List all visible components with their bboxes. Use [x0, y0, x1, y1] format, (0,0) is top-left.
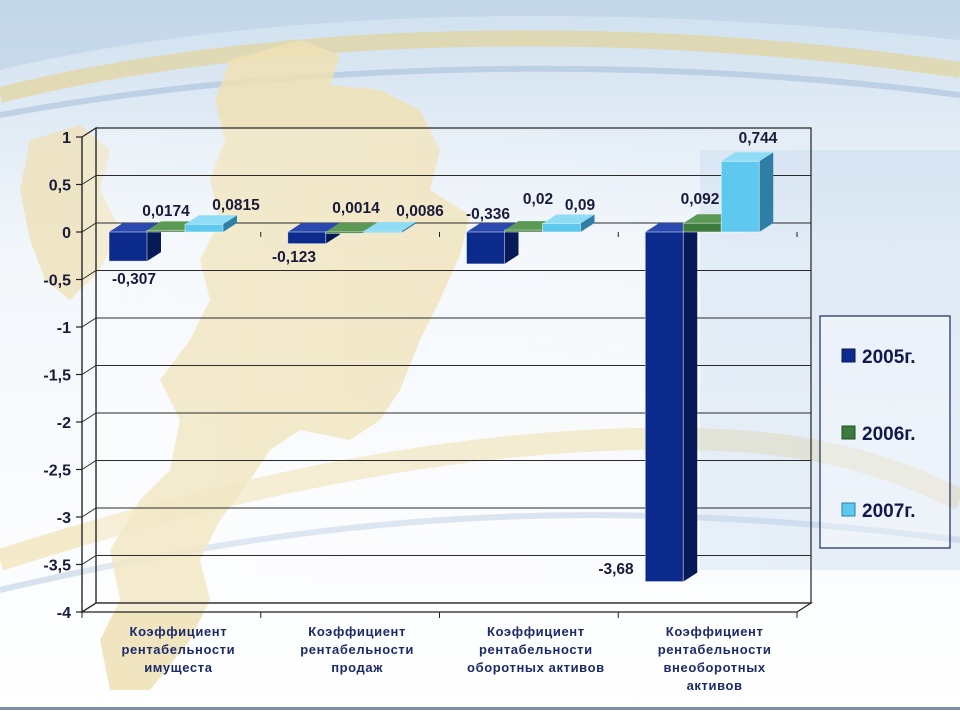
bar-front [466, 231, 505, 265]
bar-front [287, 231, 327, 245]
bar-top [287, 223, 340, 232]
legend-item: 2005г. [841, 347, 916, 368]
category-label: оборотных активов [467, 660, 605, 675]
floor [79, 602, 814, 613]
bar-value-label: -3,68 [598, 561, 634, 578]
y-tick-label: -1,5 [43, 368, 71, 385]
gridline [81, 555, 811, 565]
bar [720, 152, 774, 233]
bar-top [542, 214, 595, 224]
bar-top [185, 215, 237, 225]
y-tick-label: -0,5 [43, 273, 71, 290]
y-tick-label: -2 [57, 415, 71, 432]
legend-label: 2005г. [862, 347, 916, 368]
y-tick-label: 0 [62, 225, 71, 242]
bar-value-label: 0,0174 [142, 203, 190, 220]
bar-value-label: 0,02 [523, 191, 553, 208]
category-label: Коэффициент [666, 624, 764, 639]
bar [363, 222, 416, 234]
category-label: рентабельности [300, 642, 414, 657]
bar-top [363, 222, 416, 232]
bar-value-label: 0,092 [681, 191, 720, 208]
category-label: рентабельности [479, 642, 593, 657]
bar-top [721, 152, 774, 162]
bar-front [184, 223, 224, 233]
category-label: внеоборотных [663, 660, 765, 675]
y-tick-label: -2,5 [43, 463, 71, 480]
bar-front [644, 231, 684, 583]
bar-side [223, 215, 237, 232]
bar-front [542, 223, 581, 233]
category-label: рентабельности [122, 642, 236, 657]
bar [184, 215, 237, 233]
bar-side [683, 223, 698, 582]
category-labels: Коэффициент рентабельности имущеста Коэффиц… [122, 624, 772, 693]
bar-side [147, 223, 161, 262]
bar-front [108, 231, 148, 262]
category-label: Коэффициент [130, 624, 228, 639]
bar-side [504, 223, 519, 264]
gridlines [81, 127, 811, 613]
legend-item: 2007г. [841, 501, 916, 522]
legend-label: 2006г. [862, 424, 916, 445]
bar [466, 223, 519, 265]
gridline [81, 175, 811, 185]
bar [542, 214, 595, 233]
category-label: продаж [331, 660, 383, 675]
gridline [81, 270, 811, 280]
bar-front [325, 231, 365, 234]
gridline [81, 365, 811, 375]
y-tick-label: -3 [57, 510, 71, 527]
bar-top [325, 222, 378, 232]
bar-value-label: -0,307 [112, 271, 156, 288]
legend-swatch [841, 348, 856, 363]
bar-value-label: 0,744 [739, 130, 778, 147]
bar-side [580, 214, 595, 232]
gridline [81, 460, 811, 470]
category-label: активов [687, 678, 743, 693]
bar-labels: -0,307 -0,123 -0,336 -3,68 0,0174 0,0014 0,02 0… [112, 130, 778, 578]
y-tick-label: -4 [57, 605, 71, 622]
bar-side [401, 222, 416, 233]
category-label: имущеста [144, 660, 212, 675]
legend-swatch [841, 502, 856, 517]
bars [108, 152, 774, 583]
legend-item: 2006г. [841, 424, 916, 445]
category-label: Коэффициент [308, 624, 406, 639]
gridline [81, 127, 811, 138]
legend: 2005г. 2006г. 2007г. [819, 315, 951, 549]
bar-value-label: 0,0815 [212, 197, 260, 214]
y-axis: 1 0,5 0 -0,5 -1 -1,5 -2 -2,5 -3 -3,5 -4 [43, 130, 798, 622]
bar-value-label: -0,123 [272, 249, 316, 266]
bar-front [363, 230, 403, 234]
y-tick-label: 1 [62, 130, 71, 147]
bar-front [682, 222, 722, 233]
gridline [81, 317, 811, 328]
footer-line [0, 707, 960, 710]
bar-front [720, 160, 760, 233]
bar-value-label: 0,0014 [332, 200, 380, 217]
gridline [81, 602, 811, 613]
y-tick-label: -3,5 [43, 558, 71, 575]
gridline [81, 507, 811, 518]
bar-side [759, 152, 774, 232]
category-label: рентабельности [658, 642, 772, 657]
bar-value-label: 0,09 [565, 197, 596, 214]
y-tick-label: 0,5 [49, 178, 71, 195]
bar-front [504, 229, 543, 233]
gridline [81, 412, 811, 423]
bar-value-label: -0,336 [466, 206, 510, 223]
legend-swatch [841, 425, 856, 440]
bar-front [146, 229, 186, 233]
y-tick-label: -1 [57, 320, 71, 337]
bar-value-label: 0,0086 [396, 203, 444, 220]
category-label: Коэффициент [487, 624, 585, 639]
legend-label: 2007г. [862, 501, 916, 522]
bar [644, 223, 698, 583]
